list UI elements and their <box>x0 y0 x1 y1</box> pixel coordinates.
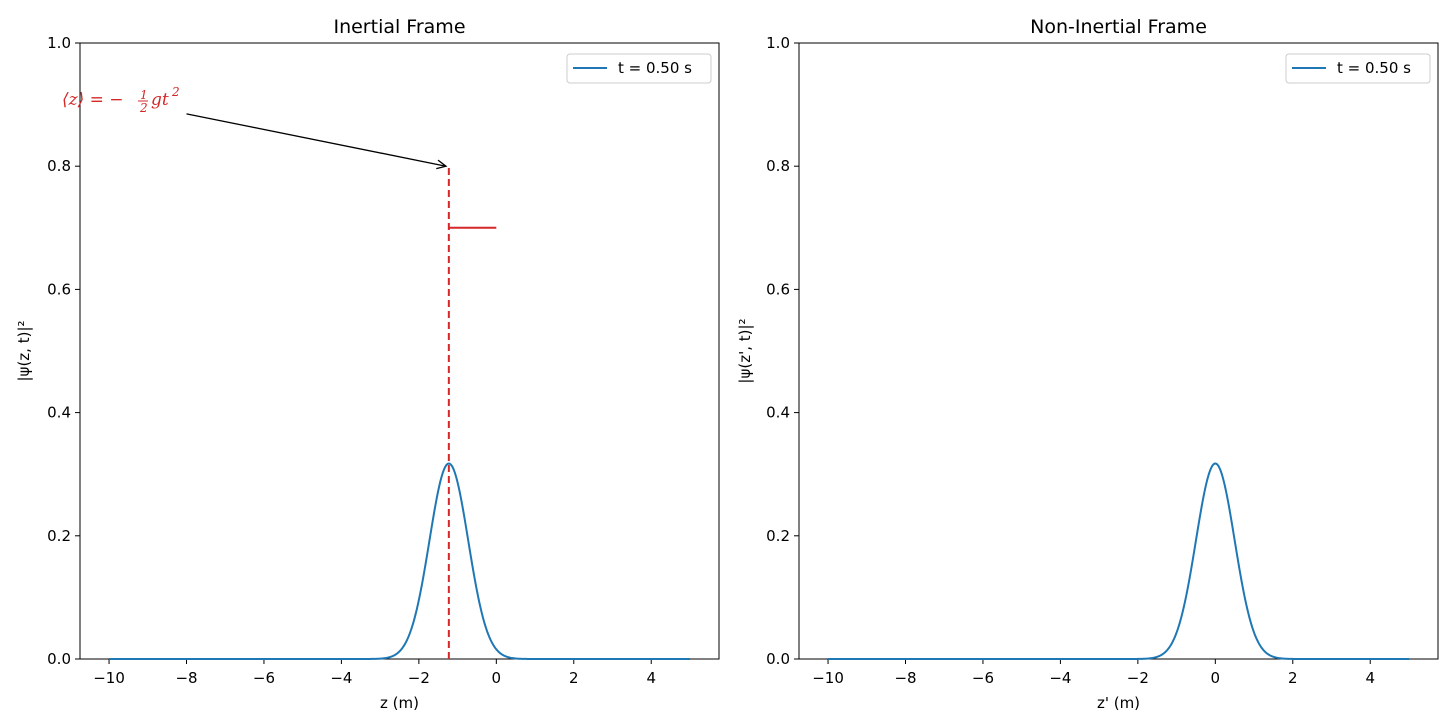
y-tick-label: 0.2 <box>47 527 71 545</box>
annotation-frac-den: 2 <box>139 101 148 115</box>
axes-frame <box>798 42 1439 660</box>
chart-title: Inertial Frame <box>333 16 465 38</box>
y-tick-label: 0.4 <box>47 404 71 422</box>
y-tick-label: 0.2 <box>766 527 790 545</box>
plot-area <box>798 42 1439 660</box>
x-tick-label: −10 <box>93 669 125 687</box>
x-tick-label: −10 <box>812 669 844 687</box>
x-axis-label: z' (m) <box>1097 694 1140 712</box>
y-tick-label: 1.0 <box>47 34 71 52</box>
x-tick-label: −6 <box>253 669 275 687</box>
mean-position-annotation: ⟨z⟩ = − 1 2 gt 2 <box>62 85 180 115</box>
x-tick-label: 2 <box>1288 669 1298 687</box>
x-tick-label: 2 <box>569 669 579 687</box>
x-tick-label: −6 <box>972 669 994 687</box>
y-tick-label: 0.0 <box>47 650 71 668</box>
legend-label: t = 0.50 s <box>618 59 692 77</box>
x-axis-label: z (m) <box>380 694 419 712</box>
x-tick-label: 4 <box>646 669 656 687</box>
x-tick-label: −8 <box>894 669 916 687</box>
annotation-arrow <box>186 113 447 167</box>
inertial-frame-panel: Inertial Frame z (m) |ψ(z, t)|² −10 −8 −6−… <box>15 16 720 712</box>
legend: t = 0.50 s <box>1285 53 1431 84</box>
y-tick-label: 0.6 <box>47 280 71 298</box>
axis-ticks: −10 −8 −6 −4 −2 0 2 4 0.0 0.2 0.4 0.6 0.8 1.0 <box>47 34 656 687</box>
legend-box <box>1285 53 1431 84</box>
y-tick-label: 0.8 <box>766 157 790 175</box>
x-tick-label: −4 <box>1049 669 1071 687</box>
x-tick-label: −2 <box>1127 669 1149 687</box>
legend-label: t = 0.50 s <box>1337 59 1411 77</box>
non-inertial-frame-panel: Non-Inertial Frame z' (m) |ψ(z', t)|² −1… <box>736 16 1439 712</box>
y-tick-label: 0.6 <box>766 280 790 298</box>
y-tick-label: 0.4 <box>766 404 790 422</box>
legend: t = 0.50 s <box>566 53 712 84</box>
series-line <box>828 462 1409 660</box>
annotation-tail: gt <box>151 90 169 110</box>
y-tick-label: 0.8 <box>47 157 71 175</box>
x-tick-label: −2 <box>408 669 430 687</box>
plot-area <box>79 42 720 660</box>
y-tick-label: 1.0 <box>766 34 790 52</box>
y-axis-label: |ψ(z', t)|² <box>736 318 754 383</box>
annotation-label: ⟨z⟩ = − <box>62 90 124 110</box>
series-line <box>109 462 690 660</box>
axes-frame <box>79 42 720 660</box>
x-tick-label: −4 <box>330 669 352 687</box>
annotation-arrowhead <box>436 159 448 170</box>
annotation-frac-num: 1 <box>140 88 148 102</box>
y-axis-label: |ψ(z, t)|² <box>15 320 33 381</box>
y-tick-label: 0.0 <box>766 650 790 668</box>
annotation-exponent: 2 <box>171 85 180 99</box>
x-tick-label: 0 <box>1211 669 1221 687</box>
legend-box <box>566 53 712 84</box>
x-tick-label: 4 <box>1365 669 1375 687</box>
axis-ticks: −10 −8 −6 −4 −2 0 2 4 0.0 0.2 0.4 0.6 0.8 1.0 <box>766 34 1375 687</box>
x-tick-label: −8 <box>175 669 197 687</box>
x-tick-label: 0 <box>492 669 502 687</box>
chart-title: Non-Inertial Frame <box>1030 16 1207 38</box>
